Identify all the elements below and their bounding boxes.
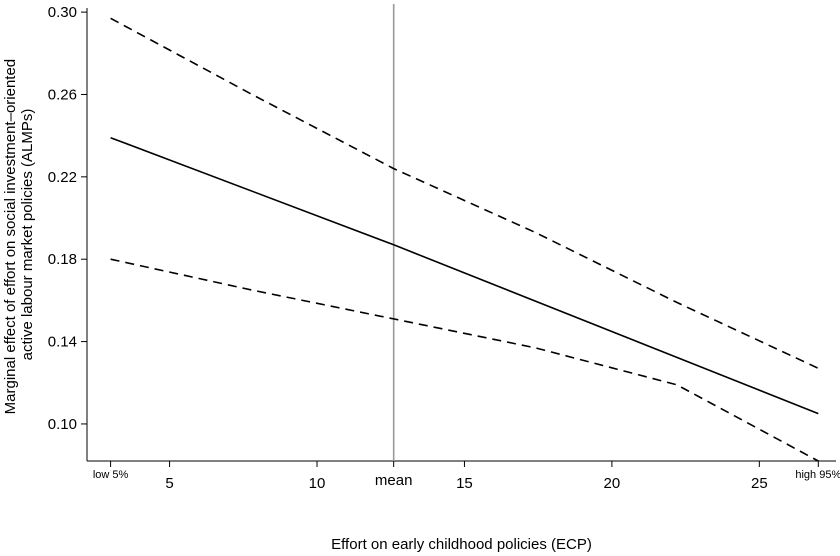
x-tick-label: 15 [456, 475, 473, 492]
y-tick-label: 0.30 [48, 4, 77, 21]
reference-markers: low 5% mean high 95% [93, 4, 840, 489]
percentile-marker-label: high 95% [795, 469, 840, 481]
mean-marker-label: mean [375, 472, 413, 489]
y-axis-title-line-2: active labour market policies (ALMPs) [19, 109, 36, 361]
y-tick-label: 0.10 [48, 416, 77, 433]
y-tick-label: 0.26 [48, 86, 77, 103]
y-axis-title: Marginal effect of effort on social inve… [2, 55, 36, 415]
x-tick-label: 5 [165, 475, 173, 492]
y-axis-title-line-1: Marginal effect of effort on social inve… [2, 59, 19, 414]
estimate-line [110, 136, 819, 415]
y-ticks: 0.10 0.14 0.18 0.22 0.26 0.30 [48, 4, 87, 433]
x-tick-label: 20 [604, 475, 621, 492]
y-tick-label: 0.18 [48, 251, 77, 268]
x-axis-title: Effort on early childhood policies (ECP) [331, 536, 592, 553]
series-lines [110, 17, 819, 462]
percentile-marker-label: low 5% [93, 469, 129, 481]
y-tick-label: 0.14 [48, 334, 77, 351]
x-tick-label: 10 [309, 475, 326, 492]
lower-bound-line [110, 258, 819, 462]
x-tick-label: 25 [751, 475, 768, 492]
y-tick-label: 0.22 [48, 169, 77, 186]
axes [86, 8, 836, 462]
x-ticks: 5 10 15 20 25 [165, 461, 768, 492]
upper-bound-line [110, 17, 819, 370]
